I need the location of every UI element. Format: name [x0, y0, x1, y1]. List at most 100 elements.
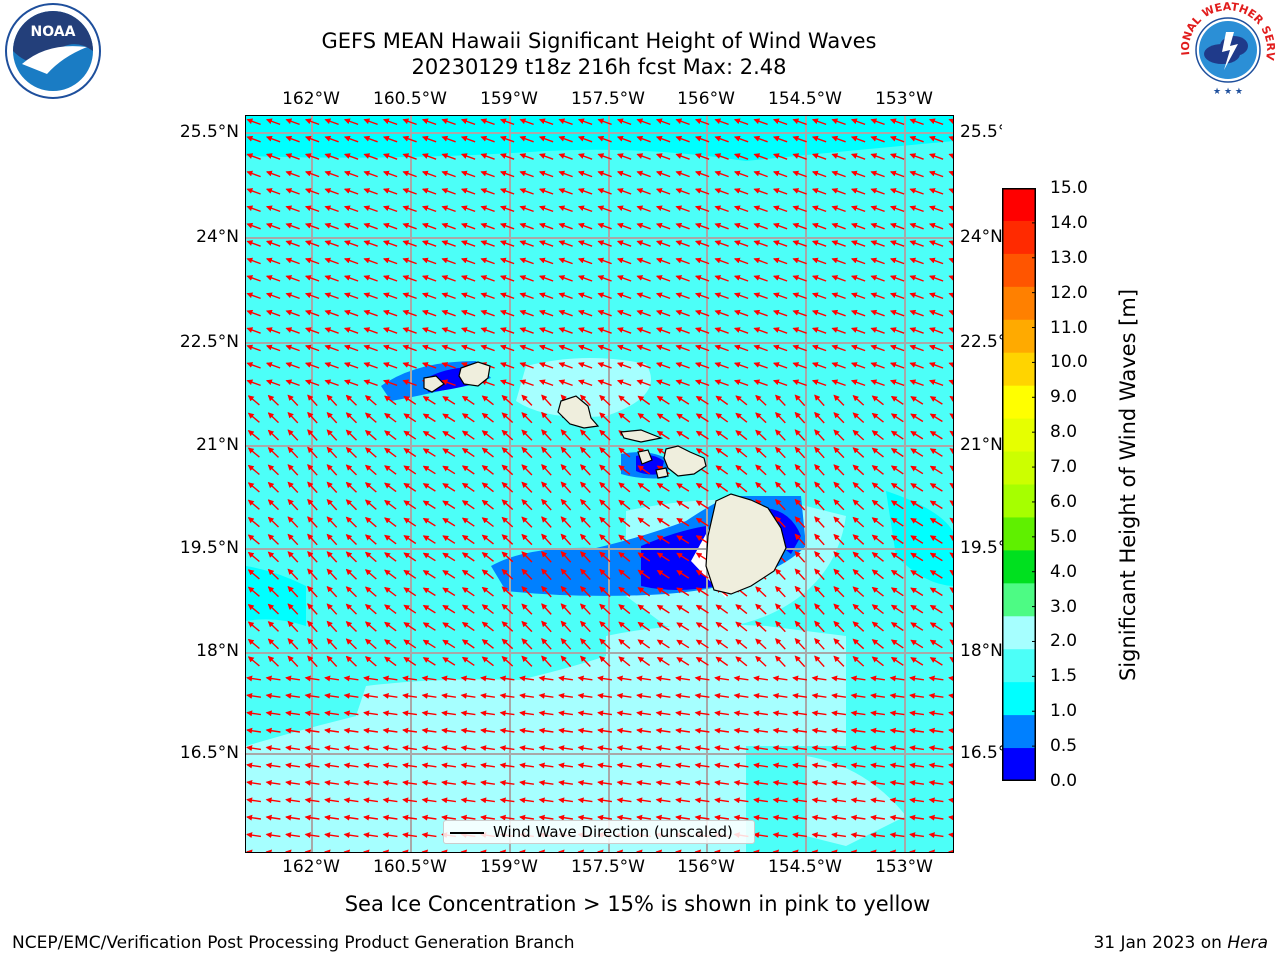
wave-arrow — [441, 275, 456, 282]
lat-label-right-1: 24°N — [960, 227, 1002, 247]
wave-arrow — [307, 446, 318, 459]
wave-arrow — [304, 222, 320, 230]
wave-arrow — [382, 188, 398, 195]
wave-arrow — [833, 481, 845, 493]
wave-arrow — [871, 430, 884, 441]
wave-arrow — [481, 447, 494, 458]
wave-arrow — [343, 257, 359, 265]
wave-arrow — [402, 188, 417, 195]
wave-arrow — [655, 362, 671, 369]
wave-arrow — [675, 205, 690, 213]
wave-arrow — [324, 379, 339, 387]
wave-arrow — [616, 309, 632, 317]
lat-label-left-0: 25.5°N — [179, 122, 239, 142]
wave-arrow — [304, 275, 320, 282]
wave-arrow — [909, 257, 924, 265]
legend-line-swatch — [450, 832, 484, 834]
wave-arrow — [519, 188, 534, 195]
wave-arrow — [753, 257, 768, 265]
wave-arrow — [928, 240, 944, 247]
wave-arrow — [519, 292, 534, 300]
island-kahoolawe — [655, 467, 669, 479]
colorbar-swatch-11 — [1003, 550, 1035, 584]
wave-arrow — [521, 499, 533, 511]
wave-arrow — [519, 153, 534, 160]
wave-arrow — [247, 412, 260, 423]
wave-arrow — [499, 135, 515, 143]
wave-arrow — [733, 257, 749, 265]
wave-arrow — [733, 118, 749, 126]
wave-arrow — [499, 379, 515, 387]
wave-arrow — [558, 135, 573, 143]
wave-arrow — [850, 153, 866, 160]
wave-arrow — [501, 429, 514, 441]
wave-arrow — [618, 447, 631, 458]
colorbar-tick-5: 10.0 — [1050, 352, 1088, 373]
wave-arrow — [519, 327, 534, 334]
wave-arrow — [460, 275, 476, 282]
wave-arrow — [519, 275, 534, 282]
wave-arrow — [421, 257, 437, 265]
map-svg — [246, 116, 953, 852]
wave-arrow — [343, 362, 359, 369]
wave-arrow — [421, 118, 437, 126]
wave-arrow — [753, 170, 768, 178]
wave-arrow — [656, 430, 670, 440]
wave-arrow — [850, 309, 866, 317]
wave-arrow — [772, 153, 788, 160]
wave-arrow — [616, 292, 632, 300]
wave-arrow — [618, 395, 631, 406]
wave-arrow — [538, 188, 554, 195]
wave-arrow — [675, 362, 690, 369]
wave-arrow — [675, 275, 690, 282]
wave-arrow — [753, 240, 768, 247]
wave-arrow — [541, 446, 552, 459]
wave-arrow — [384, 395, 397, 406]
colorbar-swatch-4 — [1003, 319, 1035, 354]
wave-arrow — [461, 413, 475, 423]
wave-arrow — [794, 394, 806, 407]
wave-arrow — [519, 170, 534, 178]
wave-arrow — [267, 464, 279, 476]
wave-arrow — [753, 135, 768, 143]
credit-line: NCEP/EMC/Verification Post Processing Pr… — [12, 933, 575, 953]
wave-arrow — [363, 309, 378, 317]
wave-arrow — [519, 205, 534, 213]
wave-arrow — [364, 464, 377, 476]
colorbar-tick-3: 12.0 — [1050, 282, 1088, 303]
wave-arrow — [715, 447, 729, 458]
wave-arrow — [384, 482, 397, 493]
wave-arrow — [304, 135, 320, 143]
wave-arrow — [772, 188, 788, 195]
wave-arrow — [382, 344, 398, 352]
wave-arrow — [460, 240, 476, 247]
wave-arrow — [714, 309, 729, 317]
wave-arrow — [616, 275, 632, 282]
wave-arrow — [345, 481, 357, 493]
wave-arrow — [538, 135, 554, 143]
wave-arrow — [811, 240, 827, 247]
wave-arrow — [285, 205, 300, 213]
wave-arrow — [402, 327, 417, 334]
wave-arrow — [695, 448, 709, 457]
wave-arrow — [772, 344, 788, 352]
wave-arrow — [753, 309, 768, 317]
colorbar-swatch-10 — [1003, 517, 1035, 551]
wave-arrow — [811, 362, 827, 369]
wave-arrow — [695, 396, 709, 405]
wave-arrow — [753, 275, 768, 282]
colorbar-tick-9: 6.0 — [1050, 491, 1078, 512]
wave-arrow — [949, 448, 953, 454]
wave-arrow — [265, 344, 281, 352]
wave-arrow — [714, 135, 729, 143]
lon-label-bottom-0: 162°W — [282, 857, 340, 877]
wave-arrow — [755, 481, 767, 493]
wave-arrow — [304, 257, 320, 265]
wave-arrow — [831, 362, 846, 369]
wave-arrow — [889, 118, 905, 126]
wave-arrow — [928, 222, 944, 230]
wave-arrow — [792, 135, 807, 143]
wave-arrow — [403, 500, 417, 510]
wave-arrow — [656, 413, 670, 423]
wave-arrow — [814, 498, 825, 511]
